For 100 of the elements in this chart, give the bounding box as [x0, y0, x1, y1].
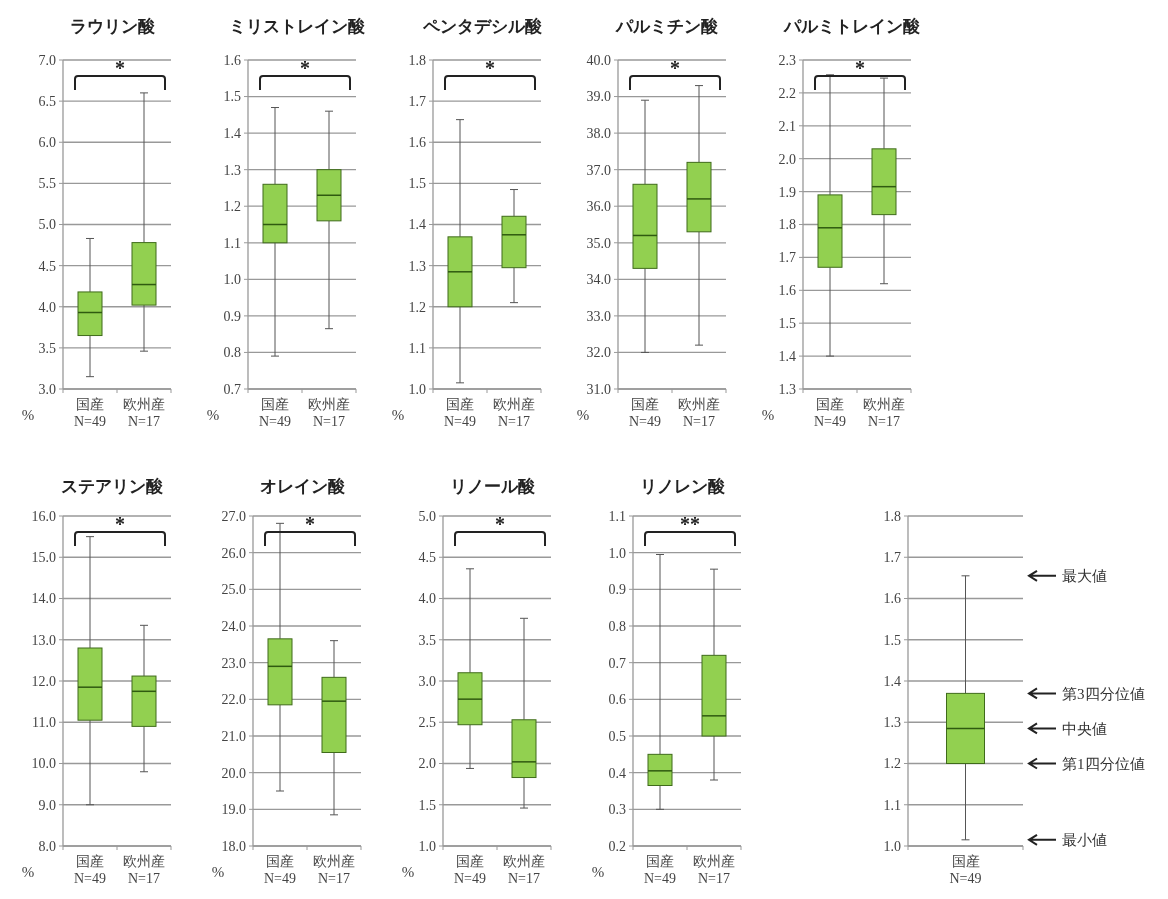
y-tick-label: 1.7	[883, 550, 901, 566]
y-tick-label: 3.5	[418, 632, 436, 648]
y-tick-label: 1.6	[223, 52, 241, 68]
text: 中央値	[1062, 720, 1107, 737]
y-tick-label: 1.0	[883, 838, 901, 854]
y-tick-label: 1.3	[883, 715, 901, 731]
annotation: *	[305, 513, 315, 535]
y-tick-label: 0.7	[608, 655, 626, 671]
y-tick-label: 32.0	[586, 345, 611, 361]
y-tick-label: 1.4	[223, 126, 241, 142]
significance-bracket: *	[264, 513, 356, 546]
y-tick-label: 1.3	[408, 258, 426, 274]
y-tick-label: 1.7	[778, 250, 796, 266]
y-tick-label: 1.4	[883, 673, 901, 689]
x-tick-label: 欧州産 N=17	[308, 397, 350, 429]
y-tick-label: 1.5	[223, 89, 241, 105]
y-tick-label: 1.5	[408, 176, 426, 192]
annotation: *	[115, 513, 125, 535]
y-tick-label: 2.5	[418, 715, 436, 731]
x-tick-label: 欧州産 N=17	[678, 397, 720, 429]
chart-title: パルミチン酸	[615, 17, 719, 36]
y-tick-label: 1.1	[223, 235, 241, 251]
chart-title: パルミトレイン酸	[783, 17, 921, 36]
y-tick-label: 1.0	[608, 545, 626, 561]
y-tick-label: 0.7	[223, 381, 241, 397]
y-tick-label: 4.5	[418, 550, 436, 566]
annotation: *	[300, 57, 310, 79]
text: 第3四分位値	[1062, 685, 1145, 702]
y-tick-label: 1.5	[778, 316, 796, 332]
y-tick-label: 3.0	[418, 673, 436, 689]
chart-title: リノレン酸	[639, 477, 726, 496]
y-tick-label: 0.9	[223, 308, 241, 324]
annotation: *	[115, 57, 125, 79]
y-tick-label: 1.1	[608, 508, 626, 524]
y-tick-label: 0.9	[608, 582, 626, 598]
y-tick-label: 1.2	[408, 299, 426, 315]
x-tick-label: 国産 N=49	[443, 397, 477, 429]
y-tick-label: 2.0	[418, 756, 436, 772]
y-tick-label: 14.0	[31, 591, 56, 607]
y-tick-label: 1.7	[408, 94, 426, 110]
y-tick-label: 1.4	[408, 217, 426, 233]
x-tick-label: 欧州産 N=17	[123, 854, 165, 886]
x-tick-label: 国産 N=49	[643, 854, 677, 886]
y-tick-label: 7.0	[38, 52, 56, 68]
y-axis-title: %	[206, 407, 220, 423]
x-tick-label: 国産 N=49	[453, 854, 487, 886]
y-tick-label: 35.0	[586, 235, 611, 251]
y-axis-title: %	[761, 407, 775, 423]
y-tick-label: 4.0	[418, 591, 436, 607]
chart-title: リノール酸	[449, 477, 536, 496]
x-tick-label: 欧州産 N=17	[493, 397, 535, 429]
y-tick-label: 1.6	[883, 591, 901, 607]
y-tick-label: 23.0	[221, 655, 246, 671]
y-tick-label: 38.0	[586, 126, 611, 142]
y-tick-label: 1.8	[883, 508, 901, 524]
text: 最小値	[1062, 832, 1107, 849]
y-tick-label: 37.0	[586, 162, 611, 178]
y-tick-label: 0.3	[608, 802, 626, 818]
y-tick-label: 1.5	[418, 797, 436, 813]
y-tick-label: 3.0	[38, 381, 56, 397]
y-tick-label: 2.1	[778, 118, 796, 134]
y-tick-label: 1.0	[418, 838, 436, 854]
y-tick-label: 0.8	[223, 345, 241, 361]
annotation: *	[495, 513, 505, 535]
significance-bracket: *	[629, 57, 721, 90]
significance-bracket: *	[74, 513, 166, 546]
significance-bracket: **	[644, 513, 736, 546]
y-tick-label: 25.0	[221, 582, 246, 598]
x-tick-label: 欧州産 N=17	[123, 397, 165, 429]
y-tick-label: 22.0	[221, 692, 246, 708]
x-tick-label: 国産 N=49	[73, 854, 107, 886]
significance-bracket: *	[454, 513, 546, 546]
y-tick-label: 0.6	[608, 692, 626, 708]
x-tick-label: 国産 N=49	[628, 397, 662, 429]
annotation: *	[855, 57, 865, 79]
y-tick-label: 12.0	[31, 673, 56, 689]
y-tick-label: 36.0	[586, 199, 611, 215]
text: 最大値	[1062, 568, 1107, 585]
y-tick-label: 1.6	[778, 283, 796, 299]
y-tick-label: 19.0	[221, 802, 246, 818]
y-tick-label: 2.3	[778, 52, 796, 68]
x-tick-label: 国産 N=49	[258, 397, 292, 429]
y-tick-label: 11.0	[32, 715, 56, 731]
text: 第1四分位値	[1062, 755, 1145, 772]
y-tick-label: 0.8	[608, 618, 626, 634]
y-tick-label: 21.0	[221, 728, 246, 744]
annotation: *	[670, 57, 680, 79]
y-tick-label: 4.0	[38, 299, 56, 315]
annotation: **	[680, 513, 700, 535]
y-tick-label: 6.0	[38, 135, 56, 151]
y-tick-label: 5.0	[38, 217, 56, 233]
y-tick-label: 24.0	[221, 618, 246, 634]
y-tick-label: 1.2	[223, 199, 241, 215]
y-axis-title: %	[401, 864, 415, 880]
x-tick-label: 欧州産 N=17	[313, 854, 355, 886]
y-tick-label: 3.5	[38, 340, 56, 356]
y-tick-label: 1.4	[778, 349, 796, 364]
y-tick-label: 26.0	[221, 545, 246, 561]
y-tick-label: 5.0	[418, 508, 436, 524]
significance-bracket: *	[74, 57, 166, 90]
